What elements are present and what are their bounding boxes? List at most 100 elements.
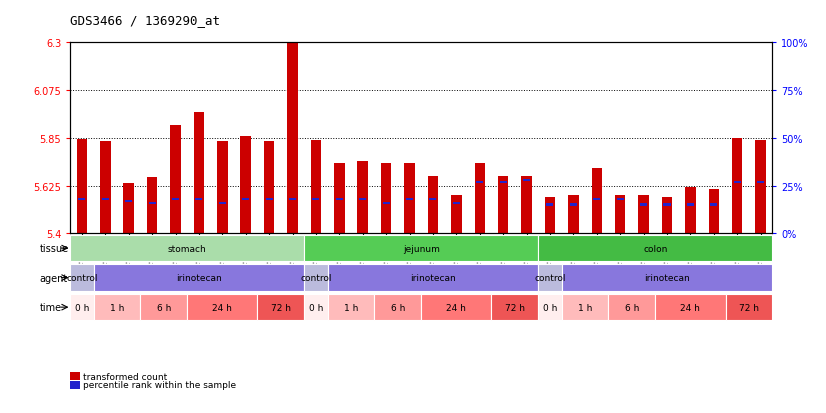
Text: control: control bbox=[66, 273, 97, 282]
Text: 0 h: 0 h bbox=[74, 303, 89, 312]
Text: 6 h: 6 h bbox=[624, 303, 639, 312]
Bar bbox=[304, 294, 328, 320]
Bar bbox=[451, 196, 462, 234]
Text: 0 h: 0 h bbox=[543, 303, 558, 312]
Bar bbox=[102, 198, 109, 201]
Bar bbox=[428, 177, 439, 234]
Bar bbox=[217, 142, 228, 234]
Bar bbox=[562, 294, 609, 320]
Bar bbox=[539, 265, 562, 291]
Text: time: time bbox=[40, 302, 62, 312]
Bar bbox=[289, 198, 296, 201]
Text: jejunum: jejunum bbox=[403, 244, 439, 253]
Bar bbox=[406, 198, 413, 201]
Bar bbox=[196, 198, 202, 201]
Bar bbox=[453, 202, 460, 204]
Bar bbox=[147, 178, 158, 234]
Text: agent: agent bbox=[40, 273, 68, 283]
Bar bbox=[126, 200, 132, 203]
Bar bbox=[328, 294, 374, 320]
Bar bbox=[491, 294, 539, 320]
Bar bbox=[304, 235, 539, 262]
Text: irinotecan: irinotecan bbox=[410, 273, 456, 282]
Bar bbox=[662, 198, 672, 234]
Bar bbox=[193, 113, 204, 234]
Text: 24 h: 24 h bbox=[212, 303, 232, 312]
Bar bbox=[562, 265, 772, 291]
Text: percentile rank within the sample: percentile rank within the sample bbox=[83, 380, 235, 389]
Text: 6 h: 6 h bbox=[391, 303, 405, 312]
Bar bbox=[570, 204, 577, 206]
Text: tissue: tissue bbox=[40, 244, 69, 254]
Bar bbox=[430, 198, 436, 201]
Bar bbox=[498, 177, 509, 234]
Bar bbox=[304, 265, 328, 291]
Bar bbox=[77, 140, 88, 234]
Bar bbox=[593, 198, 601, 201]
Bar bbox=[100, 142, 111, 234]
Bar bbox=[93, 265, 304, 291]
Bar bbox=[240, 136, 251, 234]
Bar bbox=[328, 265, 539, 291]
Text: 72 h: 72 h bbox=[271, 303, 291, 312]
Bar bbox=[311, 141, 321, 234]
Bar bbox=[188, 294, 258, 320]
Bar bbox=[287, 43, 298, 234]
Bar bbox=[523, 179, 530, 182]
Text: 6 h: 6 h bbox=[157, 303, 171, 312]
Bar bbox=[609, 294, 655, 320]
Bar bbox=[709, 189, 719, 234]
Text: control: control bbox=[534, 273, 566, 282]
Bar bbox=[263, 142, 274, 234]
Text: 24 h: 24 h bbox=[446, 303, 467, 312]
Bar bbox=[685, 187, 695, 234]
Bar bbox=[640, 204, 647, 206]
Text: 72 h: 72 h bbox=[739, 303, 759, 312]
Bar bbox=[591, 168, 602, 234]
Bar bbox=[334, 164, 344, 234]
Bar bbox=[149, 202, 155, 204]
Bar bbox=[78, 198, 85, 201]
Bar bbox=[381, 164, 392, 234]
Bar bbox=[539, 235, 772, 262]
Bar bbox=[655, 294, 725, 320]
Bar bbox=[70, 294, 93, 320]
Bar bbox=[170, 126, 181, 234]
Bar bbox=[123, 184, 134, 234]
Bar bbox=[725, 294, 772, 320]
Bar bbox=[638, 196, 649, 234]
Text: 72 h: 72 h bbox=[505, 303, 525, 312]
Bar bbox=[477, 181, 483, 184]
Text: 1 h: 1 h bbox=[344, 303, 358, 312]
Bar bbox=[474, 164, 485, 234]
Bar bbox=[755, 141, 766, 234]
Bar bbox=[312, 198, 320, 201]
Bar bbox=[421, 294, 491, 320]
Bar bbox=[547, 204, 553, 206]
Bar bbox=[70, 265, 93, 291]
Bar bbox=[358, 162, 368, 234]
Bar bbox=[500, 181, 506, 184]
Text: 0 h: 0 h bbox=[309, 303, 323, 312]
Bar bbox=[710, 204, 717, 206]
Bar bbox=[757, 181, 764, 184]
Bar bbox=[615, 196, 625, 234]
Bar bbox=[733, 181, 741, 184]
Bar bbox=[617, 198, 624, 201]
Bar bbox=[663, 204, 671, 206]
Bar bbox=[404, 164, 415, 234]
Bar bbox=[568, 196, 579, 234]
Bar bbox=[70, 235, 304, 262]
Bar bbox=[382, 202, 390, 204]
Text: GDS3466 / 1369290_at: GDS3466 / 1369290_at bbox=[70, 14, 221, 27]
Bar bbox=[266, 198, 273, 201]
Text: irinotecan: irinotecan bbox=[644, 273, 690, 282]
Bar bbox=[336, 198, 343, 201]
Text: 1 h: 1 h bbox=[578, 303, 592, 312]
Text: irinotecan: irinotecan bbox=[176, 273, 222, 282]
Bar bbox=[521, 177, 532, 234]
Text: 1 h: 1 h bbox=[110, 303, 124, 312]
Bar bbox=[258, 294, 304, 320]
Text: control: control bbox=[300, 273, 332, 282]
Text: colon: colon bbox=[643, 244, 667, 253]
